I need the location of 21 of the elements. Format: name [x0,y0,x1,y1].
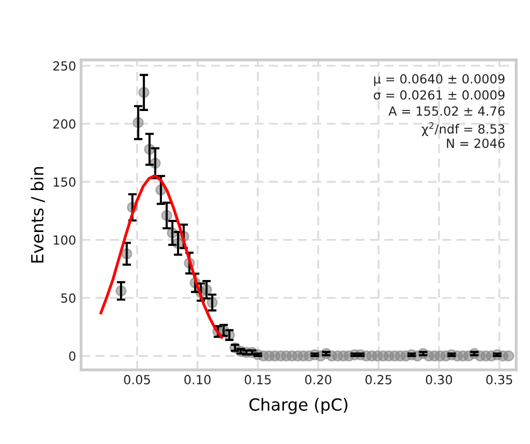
annotation: A = 155.02 ± 4.76 [388,106,505,116]
y-tick-label: 250 [53,61,76,71]
x-tick-label: 0.35 [486,374,512,384]
annotation: σ = 0.0261 ± 0.0009 [374,90,504,100]
y-tick-label: 100 [54,235,76,245]
annotation: N = 2046 [446,138,505,148]
x-tick-label: 0.20 [305,374,332,384]
x-tick-label: 0.05 [124,374,150,384]
x-tick-label: 0.25 [365,374,392,384]
x-tick-label: 0.10 [184,374,211,384]
x-axis-title: Charge (pC) [249,398,348,414]
y-tick-label: 0 [69,351,76,361]
y-tick-label: 150 [54,177,76,187]
y-tick-label: 50 [61,293,76,303]
annotation: χ$^{2}$/ndf = 8.53 [422,122,504,136]
x-tick-label: 0.30 [426,374,452,384]
x-tick-label: 0.15 [244,374,271,384]
annotation: μ = 0.0640 ± 0.0009 [374,74,504,86]
y-axis-title: Events / bin [30,167,45,262]
line-series [100,174,224,339]
y-tick-label: 200 [53,119,76,129]
